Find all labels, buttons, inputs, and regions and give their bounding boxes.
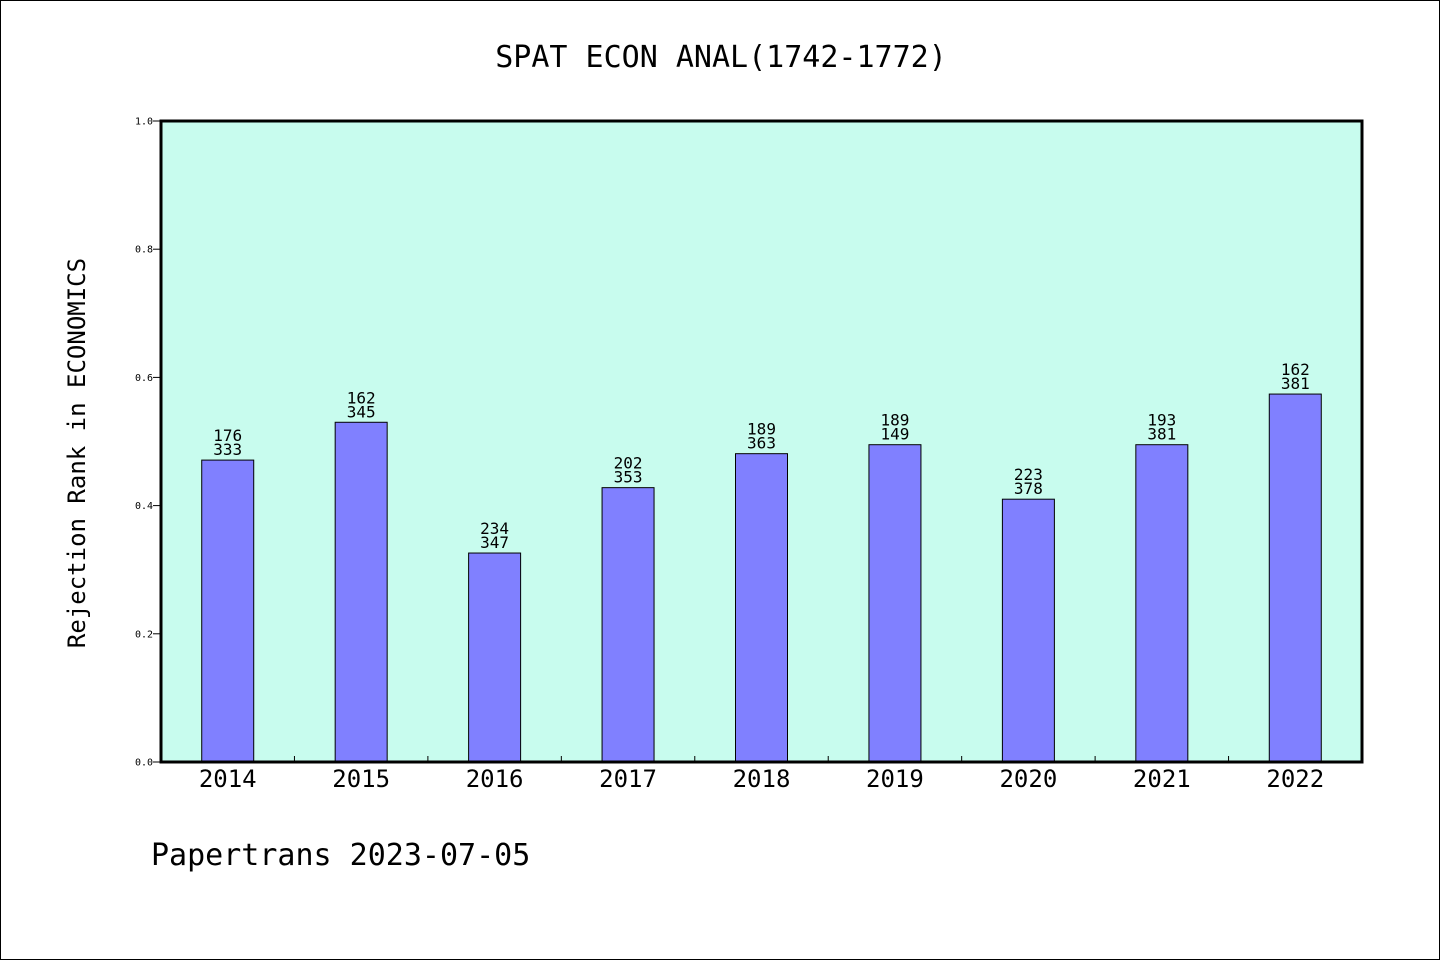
bar-label-bottom: 378 bbox=[1014, 479, 1043, 498]
bar-label-top: 162 bbox=[1281, 360, 1310, 379]
y-axis-ticks: 0.0 0.2 0.4 0.6 0.8 1.0 bbox=[135, 117, 161, 769]
bar bbox=[601, 487, 655, 763]
bar-label-bottom: 149 bbox=[880, 425, 909, 444]
bar-label-bottom: 381 bbox=[1147, 425, 1176, 444]
x-tick-label: 2017 bbox=[599, 765, 657, 793]
y-axis-label: Rejection Rank in ECONOMICS bbox=[63, 258, 91, 648]
bar bbox=[468, 552, 522, 763]
y-tick-label: 1.0 bbox=[135, 117, 153, 128]
bar bbox=[1268, 393, 1322, 763]
bar bbox=[334, 421, 388, 763]
bar-label-top: 193 bbox=[1147, 411, 1176, 430]
bar bbox=[201, 459, 255, 763]
bar bbox=[1001, 498, 1055, 763]
bar-label-top: 176 bbox=[213, 426, 242, 445]
bar-label-bottom: 353 bbox=[614, 468, 643, 487]
bar-label-bottom: 345 bbox=[347, 402, 376, 421]
bar-label-bottom: 363 bbox=[747, 434, 776, 453]
bar-label-top: 223 bbox=[1014, 465, 1043, 484]
bar-label-top: 202 bbox=[614, 454, 643, 473]
footer-text: Papertrans 2023-07-05 bbox=[151, 838, 530, 873]
bar-label-top: 234 bbox=[480, 519, 509, 538]
bar bbox=[735, 453, 788, 763]
x-tick-label: 2015 bbox=[332, 765, 390, 793]
x-tick-label: 2021 bbox=[1133, 765, 1191, 793]
y-tick-label: 0.0 bbox=[135, 758, 153, 769]
bars-group: 1763331623452343472023531893631891492233… bbox=[201, 360, 1322, 763]
x-tick-label: 2020 bbox=[999, 765, 1057, 793]
y-tick-label: 0.2 bbox=[135, 629, 153, 640]
bar bbox=[868, 444, 922, 763]
x-tick-label: 2022 bbox=[1266, 765, 1324, 793]
bar-label-top: 189 bbox=[880, 411, 909, 430]
y-tick-label: 0.4 bbox=[135, 501, 153, 512]
y-tick-label: 0.6 bbox=[135, 373, 153, 384]
plot-border bbox=[159, 119, 1364, 764]
x-axis-ticks: 2014 2015 2016 2017 2018 2019 2020 2021 2022 bbox=[199, 756, 1324, 793]
bar-label-bottom: 347 bbox=[480, 533, 509, 552]
bar-label-bottom: 333 bbox=[213, 440, 242, 459]
y-tick-label: 0.8 bbox=[135, 245, 153, 256]
x-tick-label: 2018 bbox=[733, 765, 791, 793]
x-tick-label: 2016 bbox=[466, 765, 524, 793]
x-tick-label: 2019 bbox=[866, 765, 924, 793]
bar bbox=[1135, 444, 1189, 763]
x-tick-label: 2014 bbox=[199, 765, 257, 793]
chart-title: SPAT ECON ANAL(1742-1772) bbox=[495, 40, 947, 75]
bar-label-bottom: 381 bbox=[1281, 374, 1310, 393]
bar-label-top: 162 bbox=[347, 388, 376, 407]
bar-label-top: 189 bbox=[747, 420, 776, 439]
